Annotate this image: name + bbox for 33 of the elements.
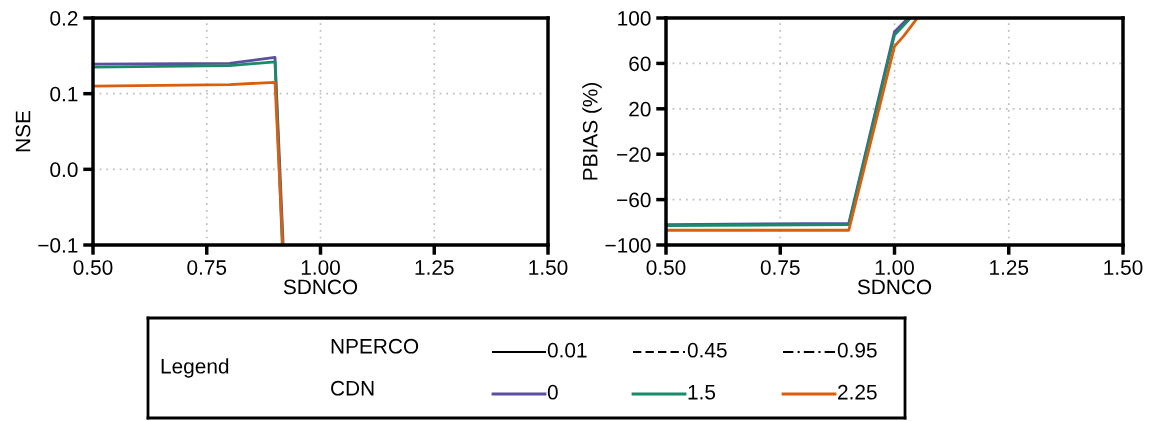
x-tick-label: 1.25 bbox=[415, 260, 454, 275]
y-tick-label: 100 bbox=[618, 11, 651, 26]
y-axis-title: PBIAS (%) bbox=[582, 83, 602, 180]
legend-label: 2.25 bbox=[838, 384, 877, 400]
y-tick-label: 0.0 bbox=[50, 162, 78, 178]
x-tick-label: 0.50 bbox=[73, 260, 113, 275]
y-tick-label: 0.1 bbox=[50, 86, 78, 102]
y-tick-label: −100 bbox=[605, 238, 651, 253]
y-tick-label: 60 bbox=[629, 56, 651, 72]
legend-label: 0 bbox=[547, 384, 558, 400]
x-tick-label: 0.75 bbox=[760, 260, 800, 275]
text: 0.01 bbox=[547, 342, 587, 358]
x-tick-label: 1.50 bbox=[1104, 260, 1143, 275]
text: CDN bbox=[331, 380, 374, 396]
x-tick-label: 0.50 bbox=[646, 260, 686, 275]
text: NPERCO bbox=[331, 338, 419, 354]
x-axis-title: SDNCO bbox=[857, 279, 932, 295]
x-tick-label: 1.00 bbox=[301, 260, 340, 275]
text: 0.45 bbox=[687, 342, 727, 358]
y-tick-label: 20 bbox=[629, 101, 651, 117]
x-tick-label: 1.00 bbox=[875, 260, 914, 275]
text: 0.95 bbox=[837, 342, 877, 358]
y-tick-label: −20 bbox=[617, 147, 651, 162]
y-tick-label: −60 bbox=[617, 192, 651, 208]
legend-label: 1.5 bbox=[688, 385, 716, 400]
x-axis-title: SDNCO bbox=[283, 279, 358, 295]
x-tick-label: 1.25 bbox=[990, 260, 1029, 275]
y-tick-label: 0.2 bbox=[50, 11, 78, 26]
y-tick-label: −0.1 bbox=[38, 238, 78, 253]
y-axis-title: NSE bbox=[15, 110, 31, 152]
legend-title: Legend bbox=[161, 358, 229, 378]
x-tick-label: 1.50 bbox=[529, 260, 568, 275]
x-tick-label: 0.75 bbox=[187, 260, 227, 275]
